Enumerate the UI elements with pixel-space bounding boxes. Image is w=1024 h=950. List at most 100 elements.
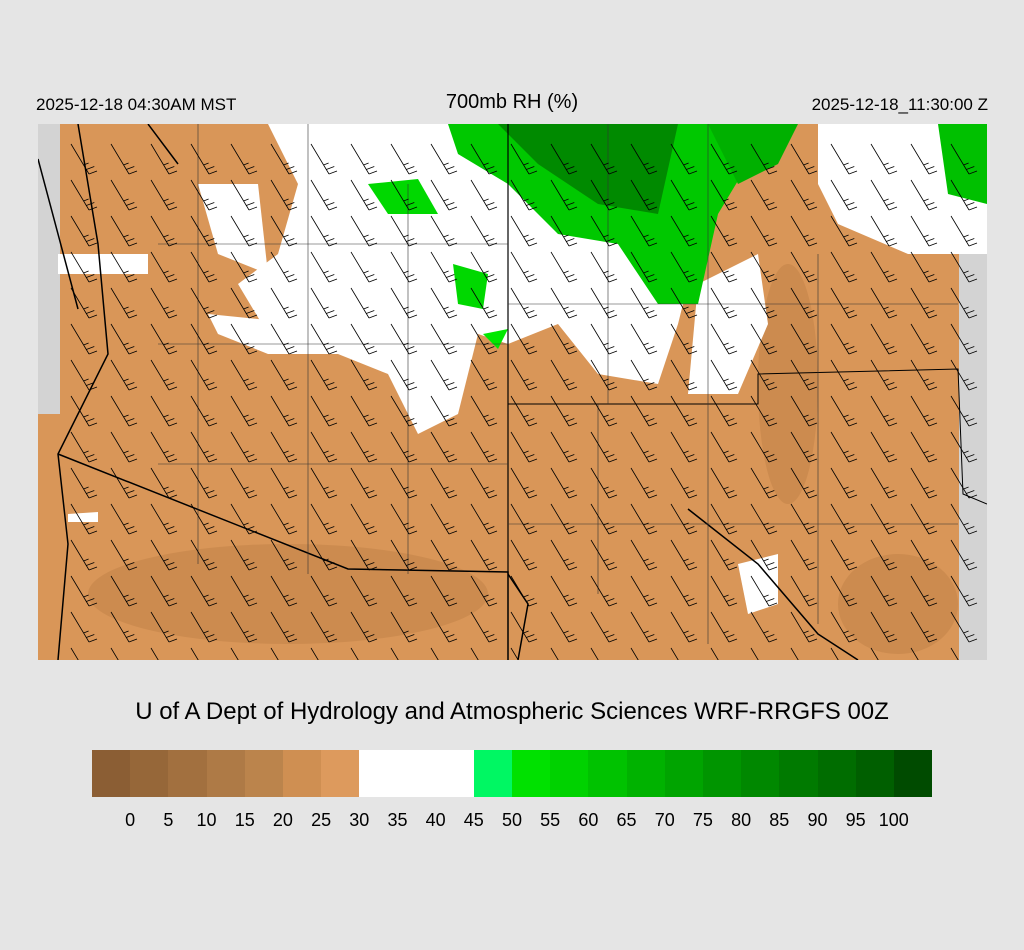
colorbar-swatch — [664, 750, 703, 797]
wind-barb — [950, 539, 978, 571]
colorbar-label: 85 — [769, 810, 790, 830]
colorbar-swatch — [282, 750, 322, 797]
wind-barb — [750, 539, 778, 571]
wind-barb — [350, 251, 378, 283]
wind-barb — [470, 323, 498, 355]
colorbar-swatch — [397, 750, 436, 797]
wind-barb — [830, 467, 858, 499]
wind-barb — [150, 611, 178, 643]
wind-barb — [870, 539, 898, 571]
wind-barb — [230, 251, 258, 283]
colorbar-swatch — [817, 750, 856, 797]
wind-barb — [230, 539, 258, 571]
wind-barb — [430, 179, 458, 211]
wind-barb — [230, 179, 258, 211]
wind-barb — [110, 611, 138, 643]
colorbar-label: 20 — [272, 810, 293, 830]
wind-barb — [630, 467, 658, 499]
wind-barb — [310, 287, 338, 319]
wind-barb — [950, 467, 978, 499]
wind-barb — [630, 611, 658, 643]
wind-barb — [150, 215, 178, 247]
wind-barb — [630, 179, 658, 211]
wind-barb — [670, 179, 698, 211]
wind-barb — [110, 467, 138, 499]
colorbar-swatch — [321, 750, 360, 797]
wind-barb — [670, 251, 698, 283]
wind-barb — [950, 503, 978, 535]
wind-barb — [590, 611, 618, 643]
wind-barb — [190, 215, 218, 247]
wind-barb — [70, 467, 98, 499]
colorbar-label: 100 — [878, 810, 909, 830]
wind-barb — [310, 539, 338, 571]
wind-barb — [790, 215, 818, 247]
wind-barb — [630, 503, 658, 535]
wind-barb — [950, 215, 978, 247]
wind-barb — [510, 287, 538, 319]
wind-barb — [190, 251, 218, 283]
wind-barb — [670, 503, 698, 535]
wind-barb — [550, 611, 578, 643]
wind-barb — [830, 143, 858, 175]
wind-barb — [310, 215, 338, 247]
coastline — [38, 158, 79, 310]
wind-barb — [910, 359, 938, 391]
wind-barb — [750, 143, 778, 175]
colorbar-label: 45 — [463, 810, 484, 830]
wind-barb — [350, 179, 378, 211]
wind-barb — [630, 359, 658, 391]
wind-barb — [510, 323, 538, 355]
colorbar-label: 55 — [540, 810, 561, 830]
wind-barb — [470, 611, 498, 643]
wind-barb — [950, 431, 978, 463]
wind-barb — [710, 467, 738, 499]
wind-barb — [550, 575, 578, 607]
wind-barb — [550, 251, 578, 283]
wind-barb — [470, 503, 498, 535]
wind-barb — [910, 503, 938, 535]
colorbar-labels: 0 5 10 15 20 25 30 35 40 45 50 55 60 65 70 75 80 85 90 95 10… — [92, 810, 932, 834]
wind-barb — [550, 143, 578, 175]
colorbar-swatch — [206, 750, 245, 797]
wind-barb — [430, 503, 458, 535]
wind-barb — [590, 431, 618, 463]
wind-barb — [110, 215, 138, 247]
colorbar-swatch — [435, 750, 474, 797]
wind-barb — [670, 143, 698, 175]
wind-barb — [190, 359, 218, 391]
wind-barb — [230, 611, 258, 643]
wind-barb — [910, 179, 938, 211]
wind-barb — [870, 503, 898, 535]
wind-barb — [310, 179, 338, 211]
wind-barb — [310, 431, 338, 463]
colorbar-label: 10 — [196, 810, 217, 830]
wind-barb — [670, 539, 698, 571]
wind-barb — [270, 503, 298, 535]
wind-barb — [590, 323, 618, 355]
colorbar-label: 40 — [425, 810, 446, 830]
wind-barb — [390, 143, 418, 175]
wind-barb — [190, 539, 218, 571]
wind-barb — [510, 215, 538, 247]
wind-barb — [310, 611, 338, 643]
wind-barb — [270, 143, 298, 175]
wind-barb — [430, 395, 458, 427]
wind-barb — [70, 287, 98, 319]
wind-barb — [550, 287, 578, 319]
wind-barb — [590, 503, 618, 535]
wind-barb — [710, 431, 738, 463]
wind-barb — [630, 287, 658, 319]
state-border-west — [57, 124, 109, 660]
wind-barb — [190, 575, 218, 607]
wind-barb — [190, 503, 218, 535]
wind-barb — [830, 323, 858, 355]
wind-barb — [550, 323, 578, 355]
wind-barb — [910, 467, 938, 499]
wind-barb — [790, 431, 818, 463]
wind-barb — [430, 431, 458, 463]
wind-barb — [430, 323, 458, 355]
colorbar-swatch — [512, 750, 551, 797]
wind-barb — [270, 323, 298, 355]
wind-barb — [870, 575, 898, 607]
